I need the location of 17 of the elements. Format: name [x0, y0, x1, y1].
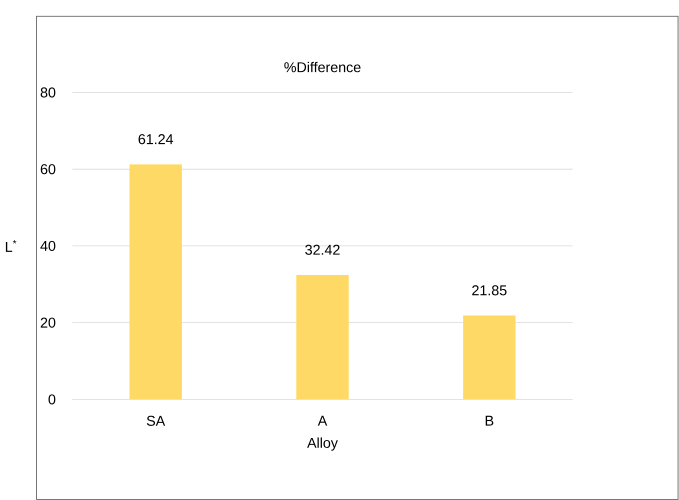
chart-title: %Difference	[284, 62, 361, 72]
data-label: 21.85	[472, 285, 507, 296]
y-tick-label: 0	[48, 394, 56, 404]
x-tick-label: B	[486, 416, 494, 426]
bar	[129, 164, 182, 400]
x-tick-label: A	[318, 416, 328, 426]
bar	[463, 315, 516, 400]
y-tick-label: 80	[40, 87, 56, 98]
data-label: 61.24	[138, 134, 174, 144]
x-tick-label: SA	[146, 416, 166, 426]
y-tick-label: 40	[40, 240, 56, 251]
y-axis-title: L$^{*}$	[6, 240, 16, 252]
y-tick-label: 60	[40, 164, 56, 174]
x-axis-title: Alloy	[307, 437, 338, 450]
y-tick-label: 20	[40, 317, 56, 328]
data-label: 32.42	[305, 244, 340, 255]
bar	[296, 274, 349, 400]
